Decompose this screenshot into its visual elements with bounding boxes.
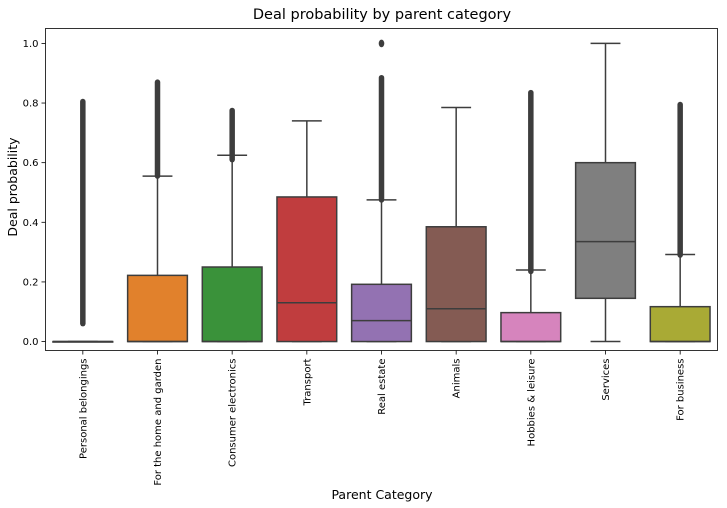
box — [276, 196, 338, 343]
box — [574, 161, 637, 300]
x-tick-label: Transport — [302, 358, 313, 406]
y-tick-label: 1.0 — [23, 39, 39, 50]
y-axis-label: Deal probability — [5, 137, 20, 237]
x-tick-label: For business — [676, 359, 687, 421]
x-axis-label: Parent Category — [331, 487, 433, 502]
y-tick-label: 0.2 — [23, 277, 39, 288]
y-tick-label: 0.0 — [23, 337, 39, 348]
box — [500, 311, 562, 343]
box — [350, 283, 413, 343]
x-tick-label: Real estate — [377, 359, 388, 415]
box — [126, 274, 189, 343]
box — [201, 266, 263, 343]
y-tick-label: 0.6 — [23, 158, 39, 169]
chart-title: Deal probability by parent category — [253, 7, 512, 23]
x-tick-label: Personal belongings — [78, 359, 89, 459]
plot-area: 0.0 0.2 0.4 0.6 0.8 1.0 Personal belongings For… — [23, 39, 711, 486]
y-tick-label: 0.8 — [23, 99, 39, 110]
plot-frame — [45, 28, 718, 351]
x-tick-label: Animals — [452, 359, 463, 399]
x-tick-label: Consumer electronics — [228, 359, 239, 468]
box — [425, 226, 487, 343]
x-tick-label: For the home and garden — [153, 359, 164, 486]
box — [649, 305, 711, 343]
x-tick-label: Hobbies & leisure — [526, 359, 537, 447]
y-tick-label: 0.4 — [23, 218, 39, 229]
outlier-point — [378, 39, 385, 48]
x-tick-label: Services — [601, 359, 612, 401]
